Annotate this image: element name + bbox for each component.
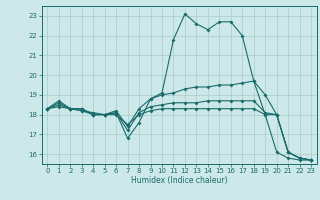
X-axis label: Humidex (Indice chaleur): Humidex (Indice chaleur) xyxy=(131,176,228,185)
